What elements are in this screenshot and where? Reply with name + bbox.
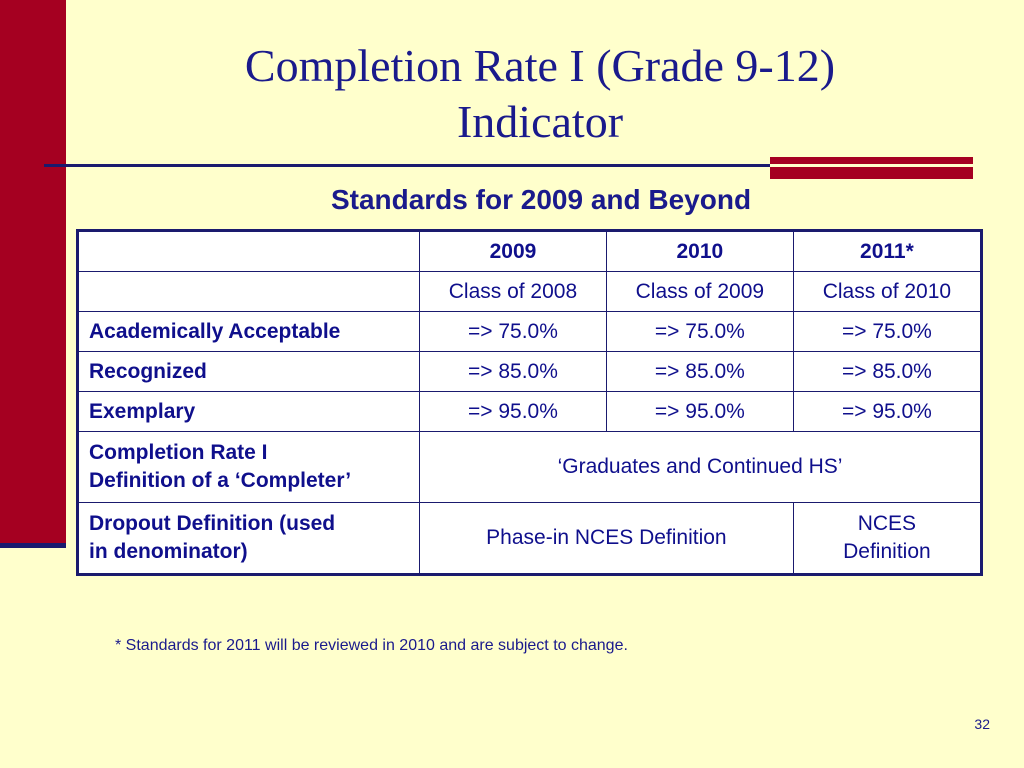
cell-2010: => 75.0%: [605, 311, 794, 352]
cell-2009: => 85.0%: [419, 351, 607, 392]
cell-2011: => 85.0%: [792, 351, 983, 392]
standards-table: 2009 2010 2011* Class of 2008 Class of 2…: [76, 229, 983, 576]
completer-definition-cell: ‘Graduates and Continued HS’: [419, 431, 982, 503]
dropout-2011-line-2: Definition: [843, 540, 931, 563]
title-divider-rule: [44, 164, 770, 167]
row-label: Exemplary: [77, 391, 420, 432]
slide-title-line-1: Completion Rate I (Grade 9-12): [244, 40, 836, 91]
table-row-exemplary: Exemplary => 95.0% => 95.0% => 95.0%: [77, 391, 983, 432]
table-row-completer-definition: Completion Rate I Definition of a ‘Compl…: [77, 431, 982, 503]
row-label-line-1: Dropout Definition (used: [89, 512, 336, 535]
title-divider-red-block: [770, 157, 973, 179]
slide-title-line-2: Indicator: [456, 96, 624, 147]
row-label: Dropout Definition (used in denominator): [77, 502, 420, 575]
dropout-2011-line-1: NCES: [857, 512, 917, 535]
left-accent-rule: [0, 543, 66, 548]
row-label-line-2: Definition of a ‘Completer’: [89, 469, 352, 492]
cell-2011: => 75.0%: [792, 311, 983, 352]
class-cell-2009: Class of 2008: [419, 271, 607, 312]
class-cell-2010: Class of 2009: [605, 271, 794, 312]
table-heading: Standards for 2009 and Beyond: [330, 184, 752, 215]
cell-2011: => 95.0%: [792, 391, 983, 432]
row-label: Completion Rate I Definition of a ‘Compl…: [77, 431, 420, 503]
dropout-definition-2011-cell: NCES Definition: [792, 502, 983, 575]
dropout-definition-2009-2010-cell: Phase-in NCES Definition: [419, 502, 794, 575]
cell-2009: => 95.0%: [419, 391, 607, 432]
year-header-2010: 2010: [605, 230, 794, 272]
table-header-row: 2009 2010 2011*: [77, 230, 983, 272]
class-row: Class of 2008 Class of 2009 Class of 201…: [77, 271, 983, 312]
left-accent-bar: [0, 0, 66, 543]
table-row-academically-acceptable: Academically Acceptable => 75.0% => 75.0…: [77, 311, 983, 352]
table-row-recognized: Recognized => 85.0% => 85.0% => 85.0%: [77, 351, 983, 392]
cell-2010: => 95.0%: [605, 391, 794, 432]
class-row-empty-cell: [77, 271, 420, 312]
footnote: * Standards for 2011 will be reviewed in…: [115, 637, 628, 654]
cell-2010: => 85.0%: [605, 351, 794, 392]
row-label-line-2: in denominator): [89, 540, 248, 563]
table-row-dropout-definition: Dropout Definition (used in denominator)…: [77, 502, 983, 575]
cell-2009: => 75.0%: [419, 311, 607, 352]
class-cell-2011: Class of 2010: [792, 271, 983, 312]
year-header-2011: 2011*: [792, 230, 983, 272]
row-label: Academically Acceptable: [77, 311, 420, 352]
page-number: 32: [974, 716, 990, 732]
year-header-2009: 2009: [419, 230, 607, 272]
row-label-line-1: Completion Rate I: [89, 441, 268, 464]
header-empty-cell: [77, 230, 420, 272]
slide-title: Completion Rate I (Grade 9-12) Indicator: [80, 38, 1000, 150]
title-divider-red-gap: [770, 164, 973, 167]
row-label: Recognized: [77, 351, 420, 392]
